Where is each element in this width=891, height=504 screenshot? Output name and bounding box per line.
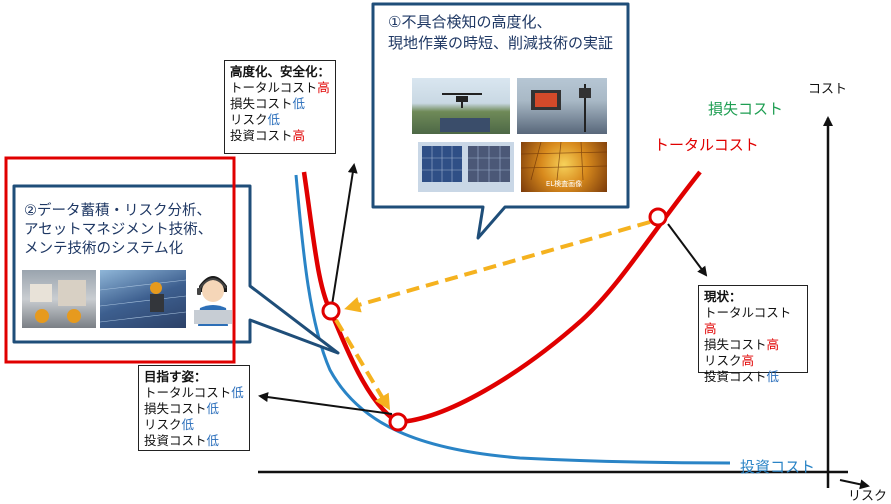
- target-box-heading: 目指す姿：: [144, 369, 207, 384]
- pointer-to-advanced-box: [331, 163, 358, 306]
- x-axis-label: リスク: [848, 489, 888, 504]
- current-state-box: 現状： トータルコスト高 損失コスト高 リスク高 投資コスト低: [698, 285, 808, 384]
- callout-left-line3: メンテ技術のシステム化: [24, 241, 184, 257]
- callout-left-title: ②データ蓄積・リスク分析、 アセットマネジメント技術、 メンテ技術のシステム化: [24, 202, 212, 259]
- y-axis-label: コスト: [808, 82, 848, 97]
- current-box-item: 損失コスト高: [704, 337, 780, 352]
- total-cost-label: トータルコスト: [654, 136, 759, 154]
- callout-left-line1: ②データ蓄積・リスク分析、: [24, 203, 211, 219]
- advanced-state-point: [321, 301, 341, 321]
- worker-icon: [100, 279, 186, 323]
- advanced-state-box: 高度化、安全化： トータルコスト高 損失コスト低 リスク低 投資コスト高: [224, 60, 336, 154]
- el-panel-icon: [521, 142, 607, 181]
- loss-cost-label: 損失コスト: [708, 100, 784, 118]
- el-inspection-photo: EL検査画像: [521, 142, 607, 192]
- drone-icon: [440, 93, 490, 132]
- el-caption: EL検査画像: [545, 180, 583, 188]
- operator-headset-icon: [194, 276, 232, 326]
- target-box-item: トータルコスト低: [144, 385, 244, 400]
- current-box-item: リスク高: [704, 353, 755, 368]
- current-box-item: トータルコスト高: [704, 305, 792, 336]
- thermal-camera-icon: [531, 84, 591, 132]
- callout-top-line2: 現地作業の時短、削減技術の実証: [388, 34, 614, 52]
- target-state-box: 目指す姿： トータルコスト低 損失コスト低 リスク低 投資コスト低: [138, 365, 250, 451]
- investment-cost-curve: [294, 174, 731, 465]
- advanced-box-item: リスク低: [230, 112, 281, 127]
- pointer-to-target-box: [258, 392, 393, 415]
- equipment-icon: [30, 280, 86, 323]
- shift-arrow-current-to-advanced: [344, 220, 651, 313]
- callout-top-line1: ①不具合検知の高度化、: [388, 13, 552, 31]
- target-state-point: [388, 412, 408, 432]
- advanced-box-item: 損失コスト低: [230, 96, 306, 111]
- total-cost-curve: [301, 170, 702, 425]
- callout-top-title: ①不具合検知の高度化、 現地作業の時短、削減技術の実証: [388, 12, 613, 54]
- panel-grid-icon: [422, 146, 510, 182]
- advanced-box-item: 投資コスト高: [230, 128, 306, 143]
- operator-avatar: [190, 264, 236, 326]
- equipment-photo: [22, 270, 96, 328]
- advanced-box-item: トータルコスト高: [230, 80, 330, 95]
- target-box-item: 投資コスト低: [144, 433, 220, 448]
- maintenance-photo: [100, 270, 186, 328]
- current-box-item: 投資コスト低: [704, 369, 780, 384]
- target-box-item: リスク低: [144, 417, 195, 432]
- current-state-point: [648, 207, 668, 227]
- pointer-to-current-box: [667, 223, 708, 277]
- drone-photo: [412, 78, 510, 134]
- thermal-camera-photo: [517, 78, 607, 134]
- highlight-frame: [4, 156, 236, 364]
- inspection-image-photo: [418, 142, 514, 192]
- target-box-item: 損失コスト低: [144, 401, 220, 416]
- current-box-heading: 現状：: [704, 289, 742, 304]
- shift-arrow-advanced-to-target: [334, 318, 391, 411]
- callout-left-line2: アセットマネジメント技術、: [24, 222, 213, 238]
- investment-cost-label: 投資コスト: [740, 458, 816, 476]
- advanced-box-heading: 高度化、安全化：: [230, 64, 331, 79]
- x-axis-arrow: [839, 479, 870, 490]
